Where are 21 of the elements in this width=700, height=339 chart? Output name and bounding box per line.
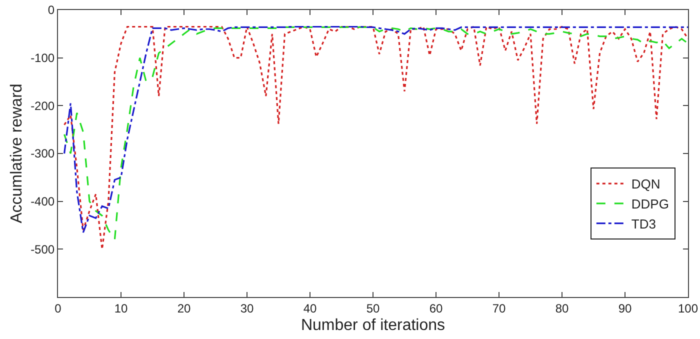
x-tick-label: 30 [240,301,254,316]
x-tick-label: 90 [618,301,632,316]
y-tick-label: 0 [48,3,55,18]
x-tick-label: 60 [429,301,443,316]
x-tick-label: 70 [492,301,506,316]
x-tick-label: 80 [555,301,569,316]
y-tick-label: -400 [30,194,55,209]
legend-label: DDPG [631,196,669,212]
x-tick-label: 40 [303,301,317,316]
y-tick-label: -100 [30,51,55,66]
y-tick-label: -500 [30,242,55,256]
x-tick-label: 100 [678,301,698,316]
y-axis-title: Accumlative reward [8,84,26,224]
y-tick-label: -300 [30,146,55,161]
x-tick-label: 10 [114,301,128,316]
x-tick-label: 20 [177,301,191,316]
legend-label: DQN [631,176,660,192]
y-tick-label: -200 [30,98,55,113]
legend-label: TD3 [631,216,656,232]
x-tick-label: 50 [366,301,380,316]
x-axis-title: Number of iterations [300,317,446,334]
